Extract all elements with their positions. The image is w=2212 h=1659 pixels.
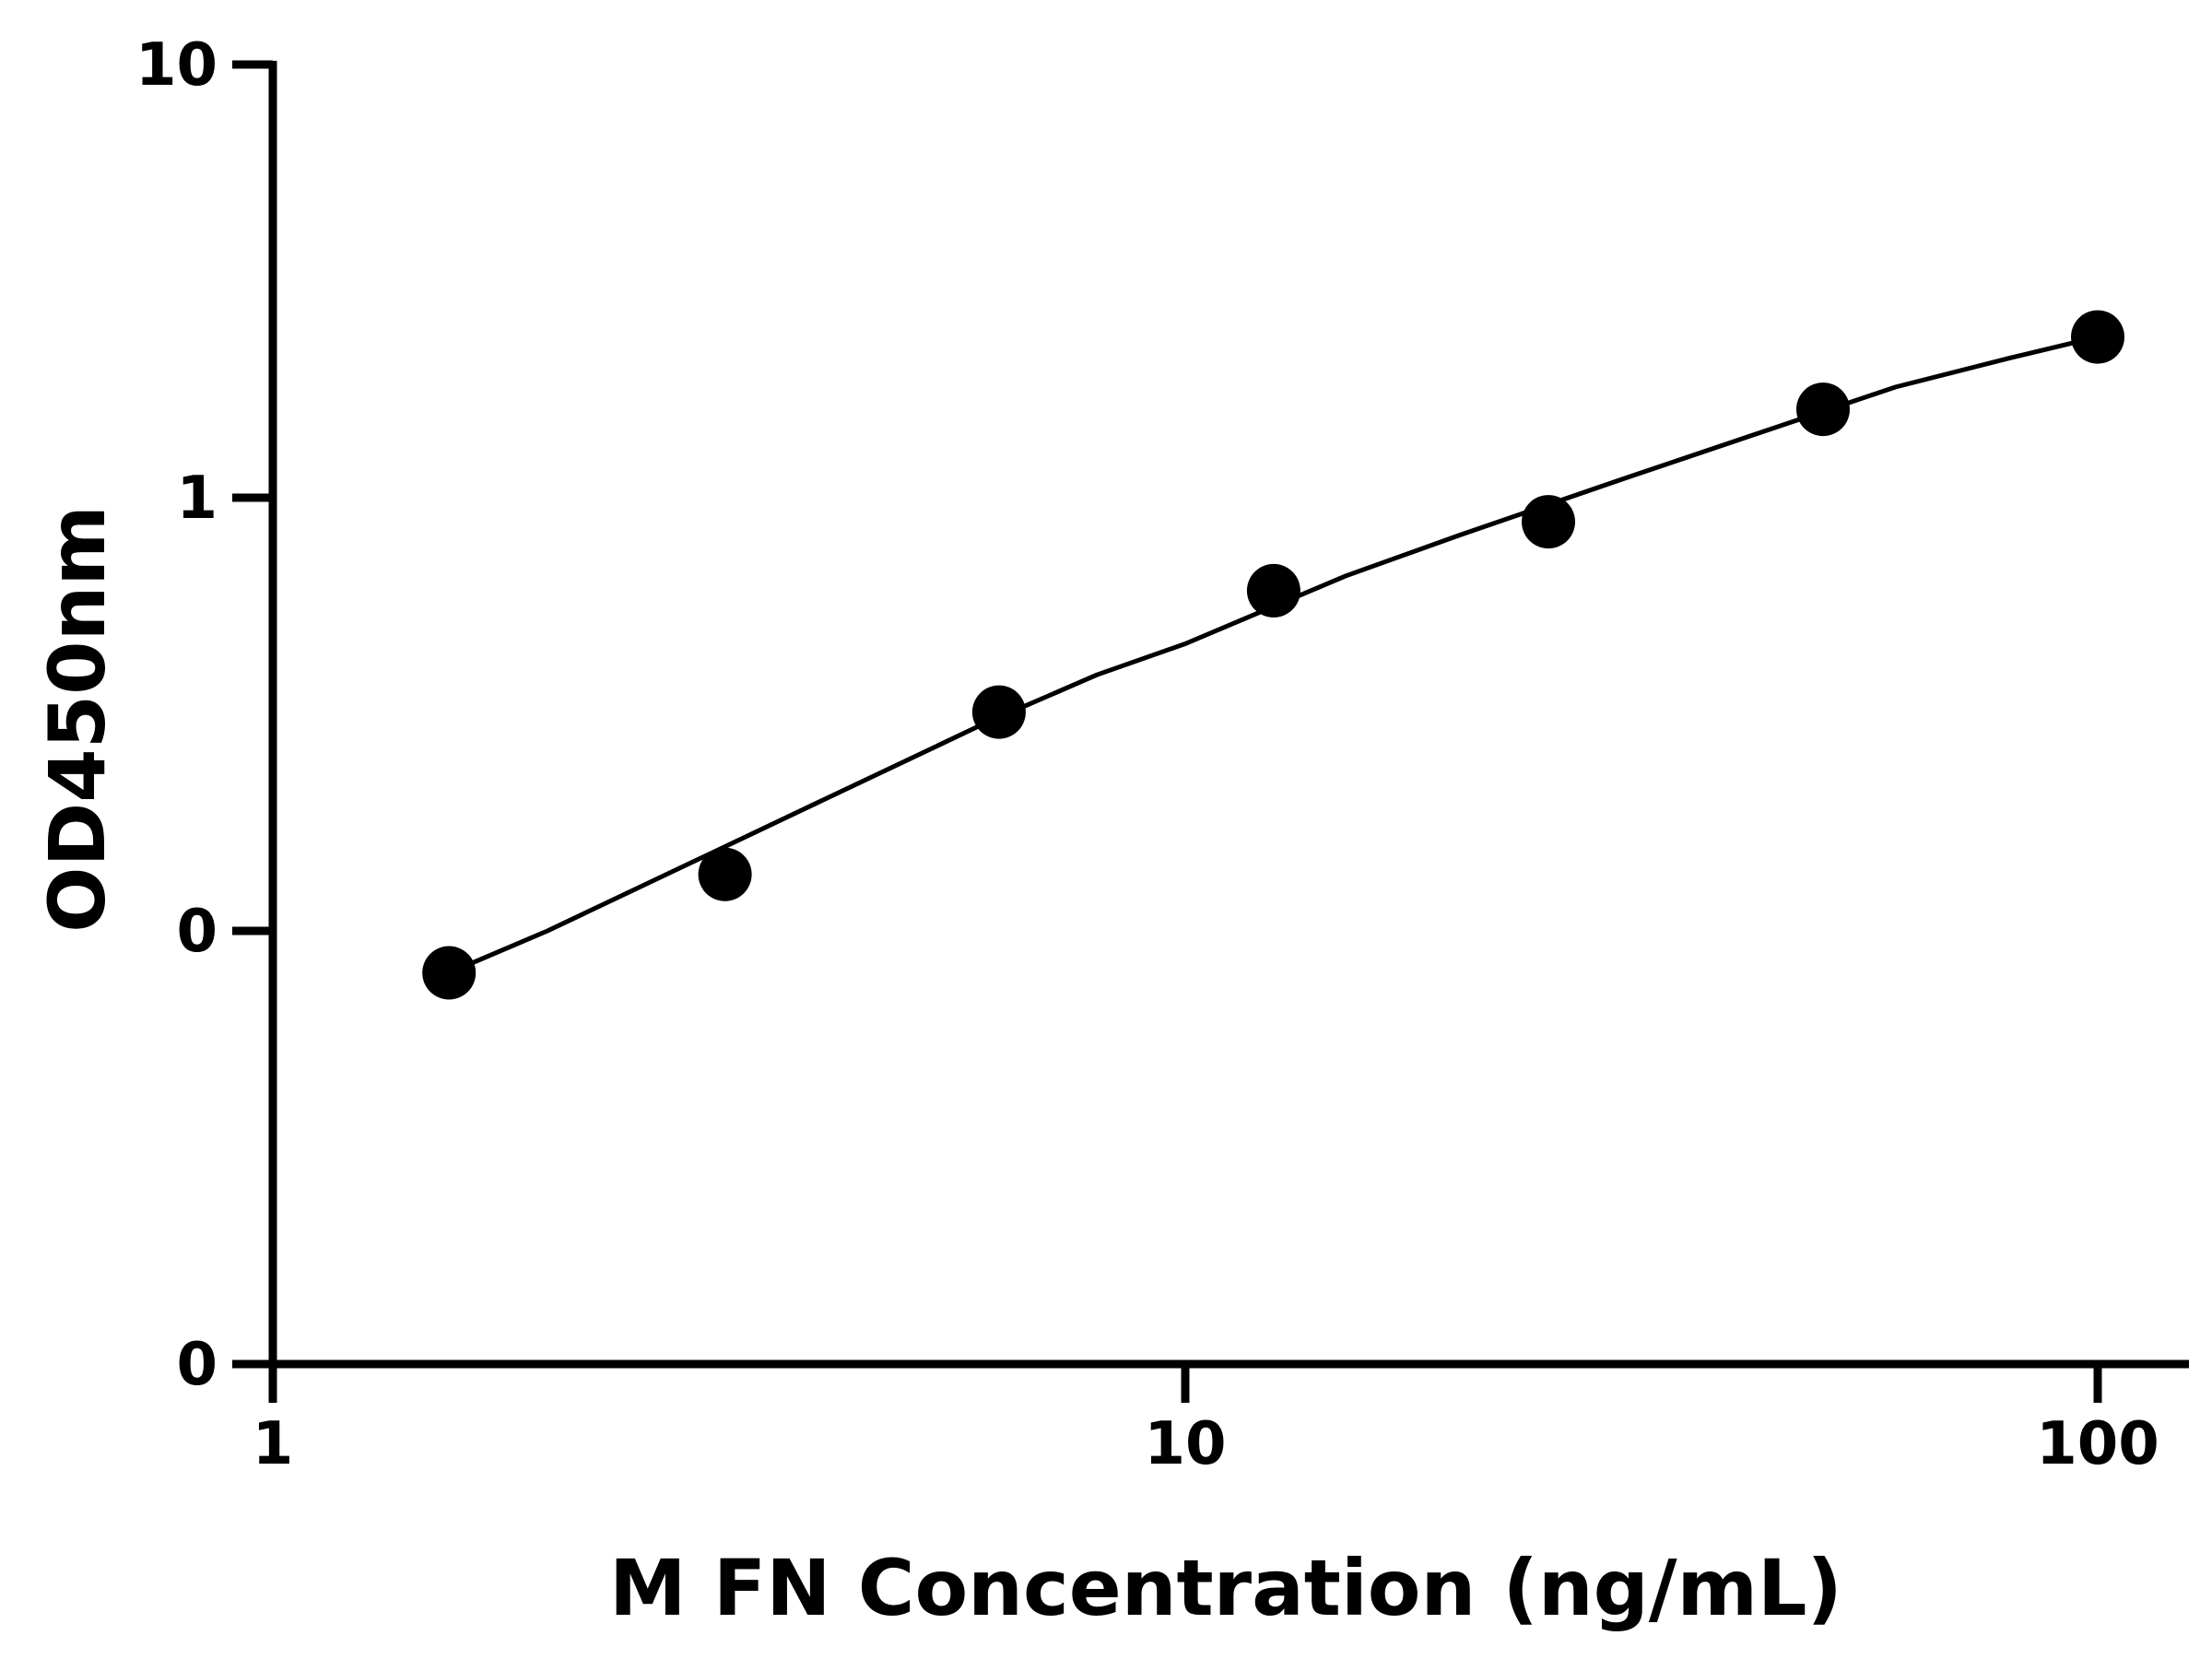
data-point xyxy=(1522,495,1575,549)
x-tick-label: 10 xyxy=(1144,1410,1226,1478)
x-ticks: 1 10 100 xyxy=(253,1364,2159,1478)
y-tick-label: 0 xyxy=(176,898,218,966)
fit-curve-line xyxy=(446,335,2100,975)
fit-curve-layer xyxy=(446,335,2100,975)
data-point xyxy=(971,685,1026,739)
data-point xyxy=(2071,310,2124,364)
y-ticks: 0 0 1 10 xyxy=(135,31,273,1399)
data-point xyxy=(698,847,752,901)
x-axis-title: M FN Concentration (ng/mL) xyxy=(609,1543,1842,1633)
y-tick-label: 10 xyxy=(135,31,218,100)
y-tick-label: 1 xyxy=(176,465,218,533)
data-point xyxy=(422,946,477,1000)
data-point xyxy=(1246,563,1300,618)
data-points-layer xyxy=(422,310,2124,1000)
y-axis-title: OD450nm xyxy=(32,505,123,933)
x-tick-label: 100 xyxy=(2036,1410,2159,1478)
y-tick-label: 0 xyxy=(176,1331,218,1399)
data-point xyxy=(1796,382,1850,437)
x-tick-label: 1 xyxy=(253,1410,294,1478)
